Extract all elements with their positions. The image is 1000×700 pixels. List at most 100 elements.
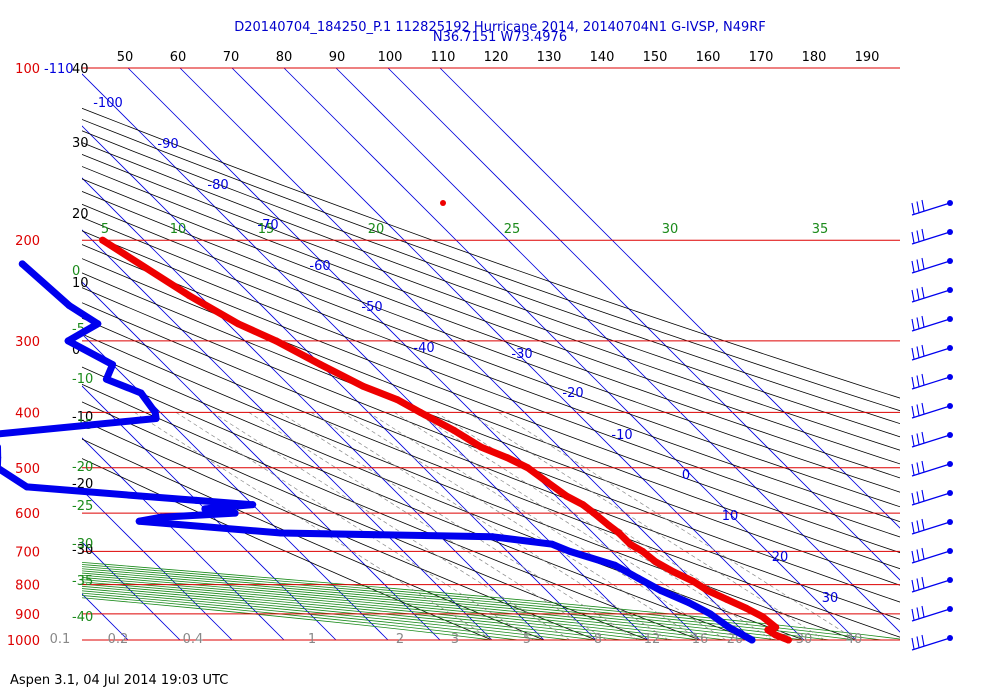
wind-barb-flag bbox=[916, 259, 920, 271]
dewpoint-profile-point bbox=[152, 415, 160, 423]
dewpoint-profile-point bbox=[657, 587, 665, 595]
dewpoint-profile-point bbox=[566, 547, 574, 555]
mixing-ratio-line bbox=[368, 412, 727, 640]
pressure-label: 600 bbox=[15, 507, 40, 522]
isotherm-line bbox=[335, 68, 900, 633]
wind-barb-flag bbox=[921, 605, 925, 618]
mixing-ratio-label: 0.4 bbox=[183, 632, 204, 647]
wind-barb-flag bbox=[911, 202, 915, 215]
temperature-profile-point bbox=[742, 604, 750, 612]
wind-barb-shaft bbox=[911, 202, 951, 216]
wind-barb-flag bbox=[911, 550, 915, 563]
pressure-label: 200 bbox=[15, 234, 40, 249]
wind-barb-flag bbox=[916, 404, 920, 416]
dewpoint-profile-point bbox=[231, 509, 239, 517]
moist-adiabat-line bbox=[82, 597, 493, 640]
dewpoint-profile-point bbox=[725, 623, 733, 631]
dewpoint-profile-point bbox=[685, 599, 693, 607]
dry-adiabat-line bbox=[82, 216, 900, 523]
dewpoint-profile-point bbox=[748, 636, 756, 644]
dry-adiabat-line bbox=[82, 401, 649, 640]
wind-barb-flag bbox=[921, 518, 925, 531]
dry-adiabat-line bbox=[82, 130, 900, 425]
top-scale-label: 130 bbox=[537, 50, 562, 65]
dewpoint-profile-point bbox=[18, 260, 26, 268]
moist-adiabat-line bbox=[82, 561, 900, 640]
isotherm-label: -100 bbox=[93, 96, 123, 111]
moist-top-label: 15 bbox=[258, 222, 275, 237]
wind-barb-flag bbox=[916, 462, 920, 474]
moist-adiabat-label: -30 bbox=[72, 537, 93, 552]
mixing-ratio-label: 16 bbox=[692, 632, 709, 647]
isotherm-line bbox=[82, 541, 181, 640]
top-scale-label: 150 bbox=[643, 50, 668, 65]
mixing-ratio-label: 12 bbox=[644, 632, 661, 647]
wind-barb-flag bbox=[911, 608, 915, 621]
moist-adiabat-line bbox=[82, 579, 701, 640]
temperature-profile-point bbox=[185, 292, 193, 300]
left-temp-label: 30 bbox=[72, 136, 89, 151]
dewpoint-profile-point bbox=[489, 533, 497, 541]
wind-barb-shaft bbox=[911, 550, 951, 564]
dry-adiabat-line bbox=[82, 154, 900, 451]
dry-adiabat-line bbox=[82, 230, 900, 538]
wind-barb-shaft bbox=[911, 463, 951, 477]
dry-adiabat-line bbox=[82, 107, 900, 399]
footer-timestamp: Aspen 3.1, 04 Jul 2014 19:03 UTC bbox=[10, 673, 229, 688]
dewpoint-profile-point bbox=[102, 375, 110, 383]
wind-barb-shaft bbox=[911, 405, 951, 419]
temperature-profile-point bbox=[605, 521, 613, 529]
temperature-profile-point bbox=[758, 613, 766, 621]
wind-barb-flag bbox=[911, 405, 915, 418]
dry-adiabat-line bbox=[82, 258, 900, 570]
temperature-profile-point bbox=[562, 492, 570, 500]
isotherm-line bbox=[283, 68, 857, 640]
dewpoint-profile-point bbox=[611, 561, 619, 569]
dry-adiabat-line bbox=[82, 166, 900, 465]
left-temp-label: -10 bbox=[72, 410, 93, 425]
wind-barb-flag bbox=[911, 579, 915, 592]
moist-top-label: 35 bbox=[812, 222, 829, 237]
moist-top-label: 30 bbox=[662, 222, 679, 237]
mixing-ratio-line bbox=[248, 412, 607, 640]
temperature-profile-point bbox=[579, 501, 587, 509]
wind-barb-shaft bbox=[911, 347, 951, 361]
pressure-label: 800 bbox=[15, 579, 40, 594]
dry-adiabat-line bbox=[82, 383, 701, 640]
dry-adiabat-line bbox=[82, 272, 900, 586]
temperature-profile-point bbox=[639, 547, 647, 555]
wind-barb-flag bbox=[921, 228, 925, 241]
top-scale-label: 180 bbox=[802, 50, 827, 65]
wind-barb-shaft bbox=[911, 231, 951, 245]
wind-barb-flag bbox=[916, 230, 920, 242]
moist-top-label: 5 bbox=[101, 222, 109, 237]
temperature-profile-point bbox=[524, 464, 532, 472]
wind-barb-flag bbox=[911, 492, 915, 505]
pressure-label: 400 bbox=[15, 406, 40, 421]
moist-adiabat-line bbox=[82, 585, 623, 640]
temperature-profile-point bbox=[772, 631, 780, 639]
dewpoint-profile-point bbox=[157, 513, 165, 521]
dewpoint-profile-point bbox=[94, 320, 102, 328]
left-temp-label: 40 bbox=[72, 62, 89, 77]
wind-barb-flag bbox=[911, 231, 915, 244]
temperature-profile-point bbox=[772, 623, 780, 631]
left-temp-label: 0 bbox=[72, 343, 80, 358]
wind-barb-flag bbox=[921, 315, 925, 328]
temperature-profile-point bbox=[615, 529, 623, 537]
wind-barb-shaft bbox=[911, 579, 951, 593]
pressure-label: 700 bbox=[15, 545, 40, 560]
mixing-ratio-line bbox=[175, 412, 534, 640]
isotherm-label: -60 bbox=[309, 259, 330, 274]
dewpoint-profile-point bbox=[64, 337, 72, 345]
temperature-profile-point bbox=[543, 478, 551, 486]
title-line-2: N36.7151 W73.4976 bbox=[432, 30, 568, 45]
top-scale-label: 90 bbox=[329, 50, 346, 65]
left-temp-label: 20 bbox=[72, 207, 89, 222]
moist-adiabat-label: -10 bbox=[72, 372, 93, 387]
top-scale-label: 100 bbox=[378, 50, 403, 65]
dewpoint-profile-point bbox=[136, 492, 144, 500]
moist-adiabat-label: -35 bbox=[72, 574, 93, 589]
dewpoint-profile-point bbox=[23, 483, 31, 491]
